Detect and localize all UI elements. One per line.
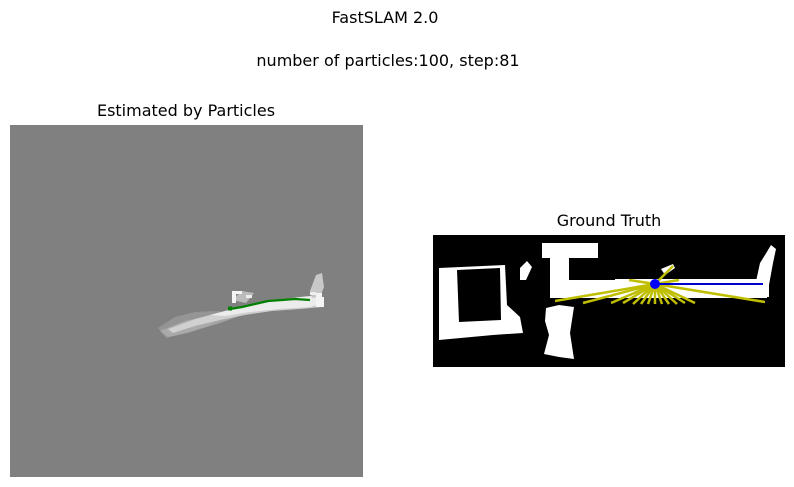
laser-ray	[654, 282, 696, 305]
estimated-map	[10, 125, 363, 477]
estimated-panel-title: Estimated by Particles	[96, 101, 276, 120]
figure-title: FastSLAM 2.0	[331, 8, 439, 27]
ground-truth-map	[433, 235, 785, 367]
estimated-path	[229, 297, 311, 311]
laser-ray	[654, 282, 766, 304]
robot-marker	[650, 279, 660, 289]
figure-subtitle: number of particles:100, step:81	[256, 51, 520, 70]
laser-ray	[554, 282, 656, 303]
laser-ray	[582, 282, 656, 305]
left-room-interior	[457, 268, 501, 322]
particle-map-walls	[232, 291, 324, 307]
path-start-marker	[228, 306, 232, 311]
particle-scan-fan	[158, 273, 324, 338]
ground-truth-panel-title: Ground Truth	[556, 211, 662, 230]
laser-rays	[554, 265, 766, 305]
